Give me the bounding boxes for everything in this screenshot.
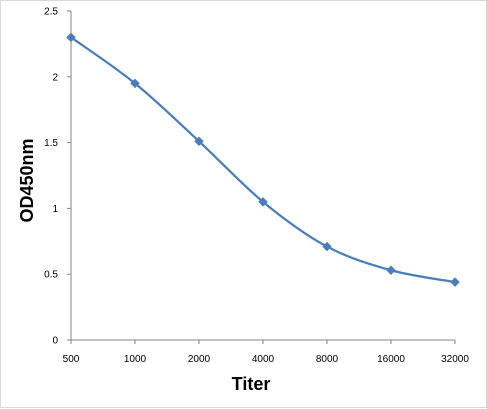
data-point-marker <box>258 196 268 207</box>
data-point-marker <box>450 277 460 287</box>
data-point-marker <box>322 241 332 252</box>
y-tick-label: 1.5 <box>44 138 58 149</box>
y-tick-label: 1 <box>52 204 58 215</box>
y-tick-label: 2 <box>52 72 58 83</box>
x-tick-label: 1000 <box>124 354 147 365</box>
series-group <box>66 32 460 287</box>
y-axis: 0 0.5 1 1.5 2 2.5 <box>44 7 72 347</box>
y-axis-title: OD450nm <box>17 138 37 222</box>
x-tick-label: 32000 <box>441 354 469 365</box>
data-point-marker <box>130 78 140 89</box>
x-tick-label: 8000 <box>316 354 339 365</box>
y-tick-label: 2.5 <box>44 7 58 18</box>
x-tick-label: 500 <box>63 354 80 365</box>
x-tick-label: 16000 <box>377 354 405 365</box>
data-point-marker <box>386 265 396 276</box>
series-line <box>70 36 456 284</box>
y-tick-label: 0.5 <box>44 270 58 281</box>
x-tick-label: 2000 <box>188 354 211 365</box>
x-axis: 500 1000 2000 4000 8000 16000 32000 <box>63 339 469 365</box>
data-point-marker <box>66 32 76 43</box>
data-point-marker <box>194 136 204 147</box>
x-axis-title: Titer <box>232 374 271 394</box>
x-tick-label: 4000 <box>252 354 275 365</box>
y-tick-label: 0 <box>52 336 58 347</box>
